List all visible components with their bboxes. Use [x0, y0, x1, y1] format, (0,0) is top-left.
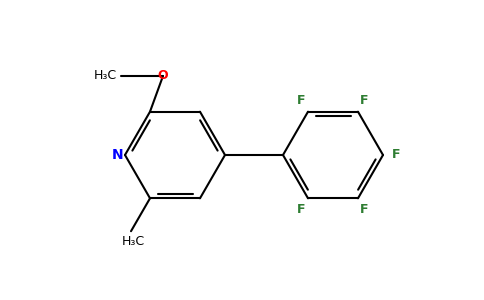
Text: F: F [392, 148, 400, 161]
Text: F: F [360, 94, 369, 107]
Text: F: F [297, 94, 306, 107]
Text: N: N [112, 148, 124, 162]
Text: F: F [297, 203, 306, 216]
Text: H₃C: H₃C [121, 235, 145, 248]
Text: H₃C: H₃C [94, 70, 117, 83]
Text: O: O [158, 70, 168, 83]
Text: F: F [360, 203, 369, 216]
